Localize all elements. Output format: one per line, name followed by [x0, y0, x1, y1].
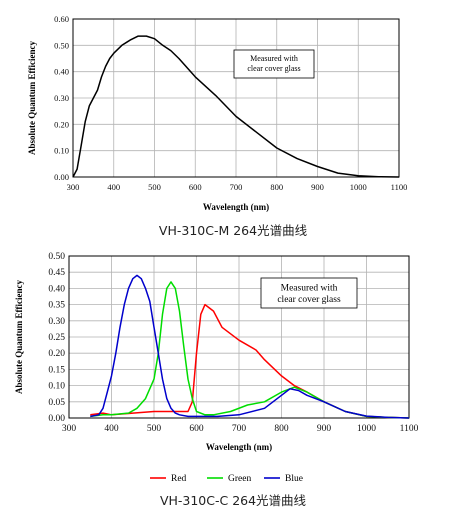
legend-label: Green: [228, 474, 251, 484]
series-line-green: [90, 281, 410, 419]
y-tick-label: 0.00: [54, 172, 69, 182]
series-line-red: [90, 303, 410, 419]
series-line: [72, 35, 400, 178]
y-tick-label: 0.60: [54, 14, 69, 24]
legend-label: Red: [171, 474, 187, 484]
x-tick-label: 1100: [391, 182, 408, 192]
x-tick-label: 600: [189, 424, 204, 434]
x-tick-label: 600: [189, 182, 202, 192]
x-tick-label: 300: [62, 424, 77, 434]
x-tick-label: 800: [270, 182, 283, 192]
series-line-blue: [90, 274, 410, 419]
x-tick-label: 900: [311, 182, 324, 192]
x-tick-label: 900: [317, 424, 332, 434]
x-axis-title: Wavelength (nm): [203, 202, 269, 212]
x-axis-title: Wavelength (nm): [206, 442, 272, 452]
y-axis-title: Absolute Quantum Efficiency: [27, 41, 37, 156]
y-tick-label: 0.15: [48, 365, 65, 375]
legend-label: Blue: [285, 474, 303, 484]
legend: Red Green Blue: [150, 474, 303, 484]
x-tick-label: 1000: [350, 182, 367, 192]
chart-caption: VH-310C-C 264光谱曲线: [160, 493, 307, 508]
y-tick-label: 0.20: [48, 349, 65, 359]
x-tick-label: 700: [230, 182, 243, 192]
x-tick-label: 500: [148, 182, 161, 192]
x-tick-label: 1100: [400, 424, 419, 434]
y-tick-label: 0.10: [48, 382, 65, 392]
annotation-line: Measured with: [250, 54, 298, 63]
annotation-line: clear cover glass: [247, 64, 300, 73]
annotation-box: [260, 277, 358, 309]
x-tick-label: 400: [107, 182, 120, 192]
annotation-box: [233, 49, 315, 79]
chart-caption: VH-310C-M 264光谱曲线: [159, 223, 308, 238]
y-tick-label: 0.20: [54, 119, 69, 129]
y-tick-label: 0.45: [48, 268, 65, 278]
y-tick-label: 0.40: [48, 284, 65, 294]
plot-frame: [68, 255, 410, 419]
y-tick-label: 0.10: [54, 146, 69, 156]
chart-2: 300 400 500 600 700 800 900 1000 1100 0.00 0.05 0.1…: [14, 252, 419, 508]
y-axis-title: Absolute Quantum Efficiency: [14, 280, 24, 395]
y-tick-label: 0.50: [54, 40, 69, 50]
x-tick-label: 800: [274, 424, 289, 434]
y-tick-label: 0.00: [48, 414, 65, 424]
x-tick-label: 400: [104, 424, 119, 434]
y-tick-label: 0.25: [48, 333, 65, 343]
y-tick-label: 0.30: [48, 317, 65, 327]
y-tick-label: 0.50: [48, 252, 65, 262]
y-tick-label: 0.40: [54, 67, 69, 77]
y-tick-label: 0.30: [54, 93, 69, 103]
y-tick-label: 0.35: [48, 301, 65, 311]
plot-frame: [72, 18, 400, 178]
annotation-text: Measured with clear cover glass: [247, 54, 300, 73]
x-tick-label: 700: [232, 424, 247, 434]
x-tick-label: 300: [67, 182, 80, 192]
x-tick-label: 1000: [357, 424, 376, 434]
annotation-text: Measured with clear cover glass: [277, 284, 341, 306]
y-tick-label: 0.05: [48, 398, 65, 408]
annotation-line: Measured with: [281, 284, 338, 294]
chart-1: 300 400 500 600 700 800 900 1000 1100 0.00 0.10 0.2…: [27, 14, 407, 238]
x-tick-label: 500: [147, 424, 162, 434]
annotation-line: clear cover glass: [277, 295, 341, 305]
